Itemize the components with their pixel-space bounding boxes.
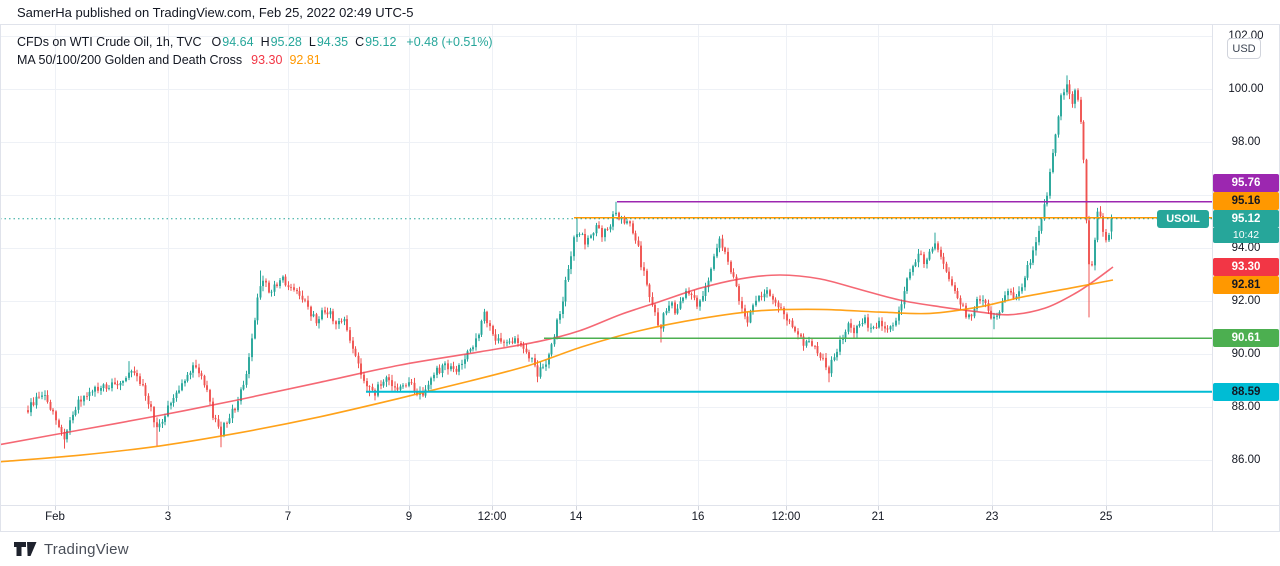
brand-name: TradingView <box>44 540 129 558</box>
candlestick-series <box>27 75 1113 449</box>
bar-countdown: 10:42 <box>1213 228 1279 243</box>
chart-legend: CFDs on WTI Crude Oil, 1h, TVC O94.64 H9… <box>17 33 493 69</box>
symbol-legend-row[interactable]: CFDs on WTI Crude Oil, 1h, TVC O94.64 H9… <box>17 33 493 51</box>
publish-byline: SamerHa published on TradingView.com, Fe… <box>17 5 414 20</box>
time-axis-tick <box>878 506 879 510</box>
time-axis-label: Feb <box>45 511 65 523</box>
time-axis-tick <box>1106 506 1107 510</box>
ma-indicator-title: MA 50/100/200 Golden and Death Cross <box>17 53 243 67</box>
resistance-95-16-badge: 95.16 <box>1213 192 1279 210</box>
ma100-value: 92.81 <box>289 53 321 67</box>
price-tick-label: 94.00 <box>1231 242 1261 254</box>
time-axis-label: 3 <box>164 511 172 523</box>
time-axis-label: 12:00 <box>771 511 801 523</box>
footer: TradingView <box>0 532 1280 566</box>
time-axis-tick <box>576 506 577 510</box>
tradingview-logo-link[interactable]: TradingView <box>14 540 129 558</box>
ma100-badge: 92.81 <box>1213 276 1279 294</box>
ma100-line[interactable] <box>0 279 1114 463</box>
chart-border-top <box>0 24 1280 25</box>
time-axis-tick <box>698 506 699 510</box>
time-axis-tick <box>786 506 787 510</box>
time-axis-label: 23 <box>985 511 999 523</box>
low-value: L94.35 <box>308 35 349 49</box>
ma50-badge: 93.30 <box>1213 258 1279 276</box>
open-value: O94.64 <box>211 35 254 49</box>
time-axis-tick <box>992 506 993 510</box>
time-axis-tick <box>492 506 493 510</box>
time-axis-label: 9 <box>405 511 413 523</box>
time-axis-tick <box>288 506 289 510</box>
price-tick-label: 92.00 <box>1231 295 1261 307</box>
grid <box>0 25 1212 505</box>
price-tick-label: 88.00 <box>1231 401 1261 413</box>
price-tick-label: 86.00 <box>1231 454 1261 466</box>
ma50-value: 93.30 <box>251 53 283 67</box>
time-axis-tick <box>55 506 56 510</box>
chart-border-bottom <box>0 531 1280 532</box>
price-scale-separator <box>1212 24 1213 531</box>
symbol-title: CFDs on WTI Crude Oil, 1h, TVC <box>17 35 202 49</box>
time-axis-tick <box>168 506 169 510</box>
close-value: C95.12 <box>355 35 397 49</box>
time-axis-label: 16 <box>691 511 705 523</box>
resistance-95-76-badge: 95.76 <box>1213 174 1279 192</box>
ma-legend-row[interactable]: MA 50/100/200 Golden and Death Cross 93.… <box>17 51 493 69</box>
chart-border-left <box>0 24 1 532</box>
time-axis-label: 7 <box>284 511 292 523</box>
tradingview-logo-icon <box>14 542 37 556</box>
time-axis-label: 14 <box>569 511 583 523</box>
price-tick-label: 100.00 <box>1228 83 1264 95</box>
time-axis-label: 21 <box>871 511 885 523</box>
time-axis-label: 25 <box>1099 511 1113 523</box>
time-axis-separator <box>0 505 1280 506</box>
price-tick-label: 90.00 <box>1231 348 1261 360</box>
ma50-line[interactable] <box>0 266 1114 446</box>
symbol-price-label: USOIL <box>1157 210 1209 228</box>
current-price-badge: 95.12 <box>1213 210 1279 228</box>
currency-button[interactable]: USD <box>1227 38 1261 59</box>
time-axis-tick <box>409 506 410 510</box>
change-value: +0.48 (+0.51%) <box>406 35 493 49</box>
support-88-59-badge: 88.59 <box>1213 383 1279 401</box>
high-value: H95.28 <box>260 35 302 49</box>
time-axis-label: 12:00 <box>477 511 507 523</box>
price-tick-label: 98.00 <box>1231 136 1261 148</box>
support-90-61-badge: 90.61 <box>1213 329 1279 347</box>
